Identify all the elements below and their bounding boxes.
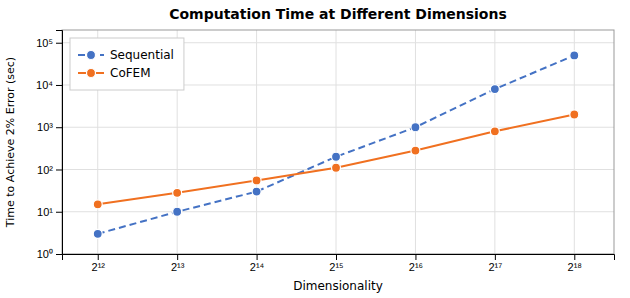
y-tick-label: 10⁵ <box>36 37 53 49</box>
x-tick-label: 2¹⁵ <box>329 261 343 273</box>
x-grid-line <box>336 30 337 254</box>
y-axis: 10⁰ 10¹ 10² 10³ 10⁴ 10⁵ <box>36 31 62 261</box>
x-tick: 2¹⁶ <box>409 254 423 273</box>
y-axis-title: Time to Achieve 2% Error (sec) <box>4 57 17 228</box>
y-tick-mark <box>56 43 62 44</box>
x-tick: 2¹⁸ <box>568 254 582 273</box>
series-point <box>570 51 579 60</box>
y-tick-mark <box>56 212 62 213</box>
y-tick-mark <box>56 127 62 128</box>
x-tick: 2¹³ <box>171 254 185 273</box>
series-point <box>173 207 182 216</box>
legend: Sequential CoFEM <box>70 38 184 90</box>
x-tick-mark <box>98 254 99 260</box>
x-tick: 2¹⁷ <box>488 254 502 273</box>
y-tick: 10⁴ <box>36 79 62 91</box>
series-point <box>411 146 420 155</box>
series-point <box>490 127 499 136</box>
y-tick-mark <box>56 85 62 86</box>
x-axis-line <box>63 255 615 261</box>
y-tick-label: 10³ <box>37 121 53 133</box>
series-point <box>252 176 261 185</box>
series-point <box>93 200 102 209</box>
y-tick: 10⁰ <box>37 248 62 260</box>
series-point <box>252 187 261 196</box>
series-point <box>173 188 182 197</box>
series-point <box>332 152 341 161</box>
x-tick-label: 2¹⁶ <box>409 261 423 273</box>
series-point <box>332 163 341 172</box>
legend-label: Sequential <box>110 48 174 62</box>
x-grid-line <box>256 30 257 254</box>
x-grid-line <box>494 30 495 254</box>
series-point <box>93 229 102 238</box>
y-tick-label: 10⁴ <box>36 79 53 91</box>
y-tick-label: 10¹ <box>37 206 53 218</box>
y-grid-line <box>62 211 614 212</box>
title: Computation Time at Different Dimensions <box>169 6 507 22</box>
y-tick: 10² <box>37 164 62 176</box>
y-tick-label: 10² <box>37 164 53 176</box>
y-tick-label: 10⁰ <box>37 248 53 260</box>
y-tick: 10³ <box>37 121 62 133</box>
legend-box <box>70 38 184 90</box>
x-tick: 2¹² <box>92 254 106 273</box>
x-tick-mark <box>257 254 258 260</box>
legend-marker <box>87 69 96 78</box>
y-grid-line <box>62 127 614 128</box>
x-tick-label: 2¹³ <box>171 261 185 273</box>
plot-frame <box>62 30 614 254</box>
series-line <box>98 115 575 205</box>
y-axis-line <box>56 31 63 255</box>
series <box>93 110 579 209</box>
x-grid-line <box>415 30 416 254</box>
series-point <box>490 85 499 94</box>
series-point <box>570 110 579 119</box>
plot: 2¹² 2¹³ 2¹⁴ 2¹⁵ 2¹⁶ 2¹⁷ 2¹⁸ 10⁰ 10¹ 10² 10³ 10⁴ 10⁵ S… <box>36 30 614 273</box>
x-tick-label: 2¹⁸ <box>568 261 582 273</box>
x-tick-label: 2¹² <box>92 261 106 273</box>
legend-item: CoFEM <box>78 66 151 80</box>
y-tick: 10⁵ <box>36 37 62 49</box>
series-point <box>411 123 420 132</box>
legend-label: CoFEM <box>110 66 151 80</box>
chart: 2¹² 2¹³ 2¹⁴ 2¹⁵ 2¹⁶ 2¹⁷ 2¹⁸ 10⁰ 10¹ 10² 10³ 10⁴ 10⁵ S… <box>0 0 630 298</box>
y-tick-mark <box>56 254 62 255</box>
y-tick: 10¹ <box>37 206 62 218</box>
x-axis: 2¹² 2¹³ 2¹⁴ 2¹⁵ 2¹⁶ 2¹⁷ 2¹⁸ <box>63 254 615 273</box>
x-tick-mark <box>495 254 496 260</box>
x-tick-mark <box>177 254 178 260</box>
x-tick-mark <box>336 254 337 260</box>
x-tick-mark <box>415 254 416 260</box>
x-grid-line <box>574 30 575 254</box>
legend-item: Sequential <box>78 48 174 62</box>
legend-marker <box>87 51 96 60</box>
x-axis-title: Dimensionality <box>293 279 383 293</box>
x-tick: 2¹⁵ <box>329 254 343 273</box>
x-tick-label: 2¹⁷ <box>488 261 502 273</box>
x-tick-label: 2¹⁴ <box>250 261 265 273</box>
grid <box>62 30 614 254</box>
x-tick-mark <box>574 254 575 260</box>
y-tick-mark <box>56 169 62 170</box>
x-tick: 2¹⁴ <box>250 254 265 273</box>
